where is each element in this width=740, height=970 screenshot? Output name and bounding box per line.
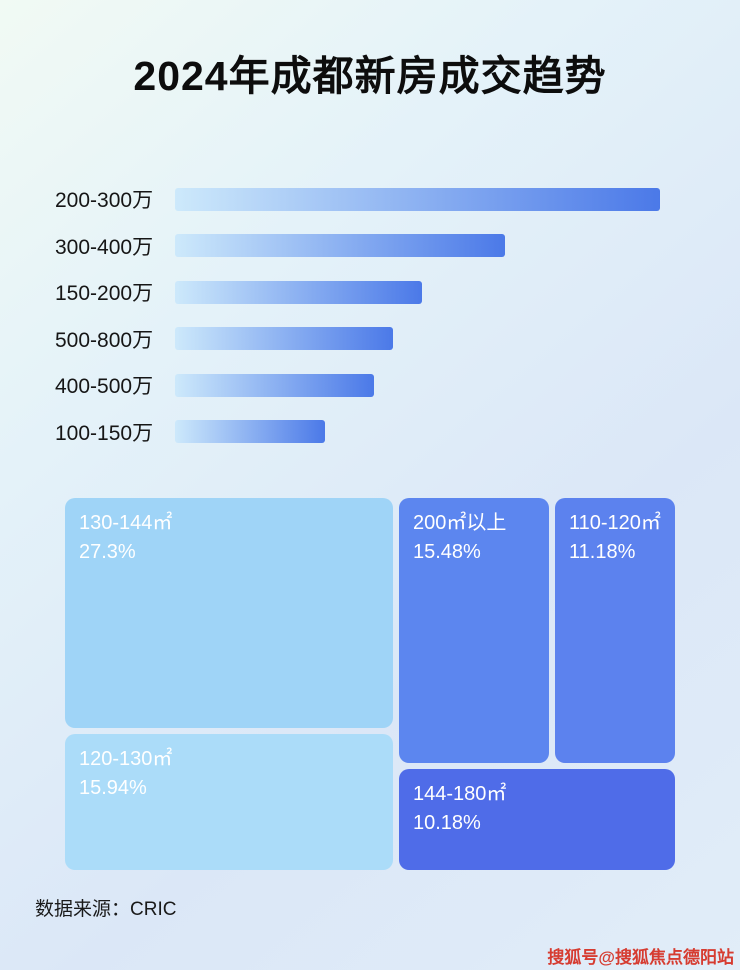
treemap-percent: 11.18%	[569, 541, 636, 563]
treemap-percent: 10.18%	[413, 812, 481, 834]
bar-track	[175, 373, 660, 397]
bar	[175, 234, 505, 258]
treemap-block-120-130: 120-130㎡ 15.94%	[65, 734, 393, 870]
bar-row: 500-800万	[55, 316, 695, 363]
treemap-chart: 130-144㎡ 27.3% 200㎡以上 15.48% 110-120㎡ 11…	[65, 498, 675, 870]
treemap-block-130-144: 130-144㎡ 27.3%	[65, 498, 393, 728]
bar-category-label: 400-500万	[55, 375, 154, 399]
bar-chart: 200-300万 300-400万 150-200万 500-800万 400-…	[55, 176, 695, 455]
bar	[175, 420, 326, 444]
bar-track	[175, 420, 660, 444]
bar	[175, 187, 660, 211]
treemap-label: 130-144㎡	[79, 512, 173, 534]
bar	[175, 327, 394, 351]
bar-category-label: 500-800万	[55, 328, 154, 352]
treemap-label: 200㎡以上	[413, 512, 507, 534]
bar-row: 100-150万	[55, 409, 695, 456]
treemap-percent: 15.94%	[79, 777, 147, 799]
treemap-label: 144-180㎡	[413, 783, 507, 805]
bar-track	[175, 327, 660, 351]
bar-row: 200-300万	[55, 176, 695, 223]
bar-category-label: 300-400万	[55, 235, 154, 259]
treemap-block-200-plus: 200㎡以上 15.48%	[399, 498, 549, 763]
treemap-percent: 27.3%	[79, 541, 136, 563]
treemap-label: 110-120㎡	[569, 512, 661, 534]
treemap-percent: 15.48%	[413, 541, 481, 563]
watermark: 搜狐号@搜狐焦点德阳站	[547, 948, 734, 967]
bar-row: 150-200万	[55, 269, 695, 316]
bar-track	[175, 234, 660, 258]
bar-category-label: 100-150万	[55, 421, 154, 445]
treemap-block-144-180: 144-180㎡ 10.18%	[399, 769, 675, 870]
data-source-note: 数据来源：CRIC	[35, 899, 177, 920]
bar-category-label: 150-200万	[55, 282, 154, 306]
page-title: 2024年成都新房成交趋势	[133, 53, 607, 99]
bar-row: 300-400万	[55, 223, 695, 270]
bar	[175, 373, 374, 397]
treemap-block-110-120: 110-120㎡ 11.18%	[555, 498, 675, 763]
bar-track	[175, 187, 660, 211]
treemap-label: 120-130㎡	[79, 748, 173, 770]
bar	[175, 280, 423, 304]
bar-track	[175, 280, 660, 304]
bar-row: 400-500万	[55, 362, 695, 409]
bar-category-label: 200-300万	[55, 189, 154, 213]
